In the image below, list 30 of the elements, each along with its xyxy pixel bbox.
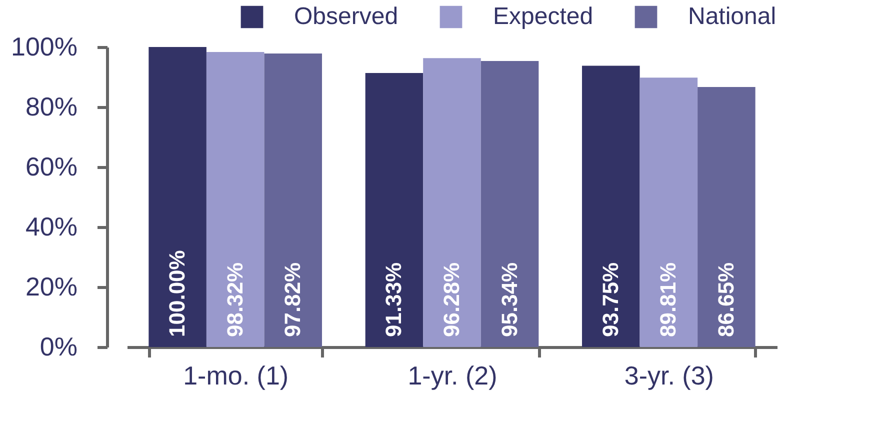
x-tick-label: 1-mo. (1) xyxy=(183,360,289,390)
y-tick-label: 80% xyxy=(25,92,78,122)
bar xyxy=(264,54,322,347)
data-label: 93.75% xyxy=(598,262,623,337)
data-label: 89.81% xyxy=(656,262,681,337)
y-tick-label: 40% xyxy=(25,212,78,242)
data-label: 97.82% xyxy=(280,262,306,337)
y-tick-label: 60% xyxy=(25,152,78,182)
bar xyxy=(423,58,481,347)
legend-label: National xyxy=(688,3,776,30)
data-label: 86.65% xyxy=(713,262,738,337)
y-tick-label: 0% xyxy=(40,332,78,362)
bar xyxy=(582,66,640,347)
legend-label: Observed xyxy=(294,3,398,30)
bar xyxy=(206,52,264,347)
data-label: 98.32% xyxy=(222,262,248,337)
x-tick-label: 1-yr. (2) xyxy=(408,360,498,390)
data-label: 100.00% xyxy=(164,250,190,337)
data-label: 96.28% xyxy=(439,262,464,337)
data-label: 91.33% xyxy=(381,262,406,337)
y-tick-label: 100% xyxy=(11,32,78,62)
data-label: 95.34% xyxy=(496,262,522,337)
bar xyxy=(148,47,206,347)
legend-label: Expected xyxy=(493,3,594,30)
bar xyxy=(640,78,698,347)
y-tick-label: 20% xyxy=(25,272,78,302)
bar xyxy=(698,87,756,347)
bar xyxy=(480,60,539,347)
bar xyxy=(365,73,424,347)
x-tick-label: 3-yr. (3) xyxy=(624,360,714,390)
